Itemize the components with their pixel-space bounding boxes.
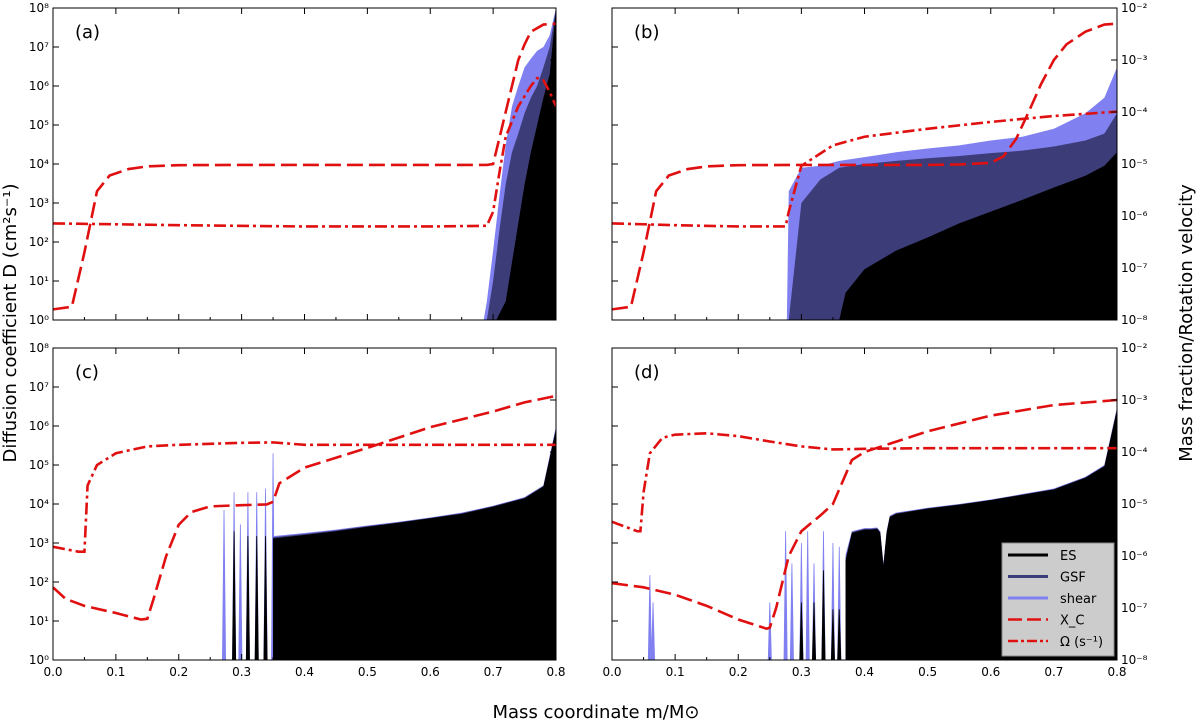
x-tick-label: 0.7 bbox=[484, 665, 503, 679]
y-left-tick-label: 10² bbox=[29, 235, 49, 249]
panel-c: 0.0 0.1 0.2 0.3 0.4 0.5 0.6 0.7 0.8 10⁰ 10¹ 10² 10³ 1… bbox=[29, 341, 566, 679]
y-right-tick-label: 10⁻⁴ bbox=[1121, 445, 1148, 459]
legend-label-es: ES bbox=[1060, 549, 1076, 564]
y-left-tick-label: 10⁸ bbox=[29, 1, 49, 15]
panel-label: (a) bbox=[75, 22, 100, 43]
x-tick-label: 0.0 bbox=[43, 665, 62, 679]
es-spike bbox=[811, 602, 817, 660]
legend-label-xc: X_C bbox=[1060, 614, 1084, 629]
shear-spike bbox=[238, 524, 243, 660]
left-y-axis-title: Diffusion coefficient D (cm²s⁻¹) bbox=[0, 183, 21, 462]
panels: 10⁰10¹10²10³10⁴10⁵10⁶10⁷10⁸(a)10⁻⁸10⁻⁷10… bbox=[29, 1, 1148, 679]
y-right-tick-label: 10⁻³ bbox=[1121, 53, 1148, 67]
y-left-tick-label: 10³ bbox=[29, 196, 49, 210]
x-tick-label: 0.2 bbox=[169, 665, 188, 679]
es-spike bbox=[799, 602, 804, 660]
legend: ES GSF shear X_C Ω (s⁻¹) bbox=[1001, 542, 1115, 657]
shear-spike bbox=[647, 575, 652, 660]
plot-area bbox=[612, 22, 1117, 320]
shear-spike bbox=[805, 531, 810, 660]
es-spike bbox=[830, 609, 835, 660]
shear-spike bbox=[651, 602, 656, 660]
xc-line bbox=[612, 22, 1117, 311]
y-left-tick-label: 10⁶ bbox=[29, 419, 49, 433]
y-left-tick-label: 10⁴ bbox=[29, 157, 49, 171]
es-spike bbox=[245, 536, 250, 660]
y-left-tick-label: 10¹ bbox=[29, 614, 49, 628]
y-right-tick-label: 10⁻² bbox=[1121, 1, 1148, 15]
y-right-tick-label: 10⁻⁵ bbox=[1121, 157, 1148, 171]
y-right-tick-label: 10⁻⁴ bbox=[1121, 105, 1148, 119]
shear-spike bbox=[789, 563, 794, 660]
y-right-tick-label: 10⁻⁶ bbox=[1121, 209, 1148, 223]
y-left-tick-label: 10⁷ bbox=[29, 40, 49, 54]
y-right-tick-label: 10⁻⁷ bbox=[1121, 601, 1148, 615]
plot-area bbox=[53, 8, 556, 320]
y-left-tick-label: 10³ bbox=[29, 536, 49, 550]
y-right-tick-label: 10⁻⁶ bbox=[1121, 549, 1148, 563]
panel-label: (d) bbox=[634, 362, 659, 383]
y-left-tick-label: 10⁰ bbox=[29, 313, 49, 327]
x-tick-label: 0.4 bbox=[855, 665, 874, 679]
es-area bbox=[273, 429, 556, 660]
y-left-tick-label: 10⁵ bbox=[29, 458, 49, 472]
legend-label-omega: Ω (s⁻¹) bbox=[1060, 635, 1103, 650]
x-tick-label: 0.1 bbox=[106, 665, 125, 679]
x-tick-label: 0.0 bbox=[602, 665, 621, 679]
y-left-tick-label: 10⁶ bbox=[29, 79, 49, 93]
y-right-tick-label: 10⁻⁷ bbox=[1121, 261, 1148, 275]
omega-line bbox=[53, 76, 556, 228]
y-left-tick-label: 10¹ bbox=[29, 274, 49, 288]
shear-spike bbox=[222, 510, 227, 660]
y-left-tick-label: 10⁰ bbox=[29, 653, 49, 667]
x-axis-title: Mass coordinate m/M⊙ bbox=[493, 702, 700, 723]
y-right-tick-label: 10⁻² bbox=[1121, 341, 1148, 355]
panel-a: 10⁰ 10¹ 10² 10³ 10⁴ 10⁵ 10⁶ 10⁷ 10⁸ (a) bbox=[29, 1, 557, 327]
x-tick-label: 0.8 bbox=[1107, 665, 1126, 679]
x-tick-label: 0.1 bbox=[666, 665, 685, 679]
es-spike bbox=[821, 570, 826, 660]
panel-label: (c) bbox=[75, 362, 99, 383]
x-tick-label: 0.6 bbox=[981, 665, 1000, 679]
es-spike bbox=[263, 536, 268, 660]
es-area bbox=[839, 152, 1117, 320]
legend-label-gsf: GSF bbox=[1060, 571, 1086, 586]
es-spike bbox=[837, 609, 842, 660]
x-tick-label: 0.5 bbox=[358, 665, 377, 679]
es-area bbox=[496, 8, 556, 320]
omega-line bbox=[612, 110, 1117, 228]
xc-line bbox=[612, 398, 1117, 631]
xc-line bbox=[53, 22, 556, 311]
y-right-tick-label: 10⁻⁵ bbox=[1121, 497, 1148, 511]
x-tick-label: 0.7 bbox=[1044, 665, 1063, 679]
es-spike bbox=[254, 536, 259, 660]
x-tick-label: 0.4 bbox=[295, 665, 314, 679]
panel-b: 10⁻⁸ 10⁻⁷ 10⁻⁶ 10⁻⁵ 10⁻⁴ 10⁻³ 10⁻² (b) bbox=[611, 1, 1148, 327]
y-left-tick-label: 10⁸ bbox=[29, 341, 49, 355]
y-right-tick-label: 10⁻⁸ bbox=[1121, 653, 1148, 667]
y-right-tick-label: 10⁻⁸ bbox=[1121, 313, 1148, 327]
y-right-tick-label: 10⁻³ bbox=[1121, 393, 1148, 407]
omega-line bbox=[53, 441, 556, 553]
omega-line bbox=[612, 431, 1117, 533]
plot-area bbox=[53, 394, 556, 660]
x-tick-label: 0.2 bbox=[729, 665, 748, 679]
shear-spike bbox=[767, 602, 772, 660]
xc-line bbox=[53, 394, 556, 621]
x-tick-label: 0.3 bbox=[792, 665, 811, 679]
x-tick-label: 0.5 bbox=[918, 665, 937, 679]
x-tick-label: 0.6 bbox=[421, 665, 440, 679]
es-spike bbox=[232, 531, 237, 660]
y-left-tick-label: 10² bbox=[29, 575, 49, 589]
panel-label: (b) bbox=[634, 22, 659, 43]
y-left-tick-label: 10⁵ bbox=[29, 118, 49, 132]
y-left-tick-label: 10⁷ bbox=[29, 380, 49, 394]
x-tick-label: 0.3 bbox=[232, 665, 251, 679]
shear-spike bbox=[783, 531, 788, 660]
right-y-axis-title: Mass fraction/Rotation velocity bbox=[1176, 184, 1197, 462]
y-left-tick-label: 10⁴ bbox=[29, 497, 49, 511]
legend-label-shear: shear bbox=[1060, 592, 1097, 607]
x-tick-label: 0.8 bbox=[546, 665, 565, 679]
